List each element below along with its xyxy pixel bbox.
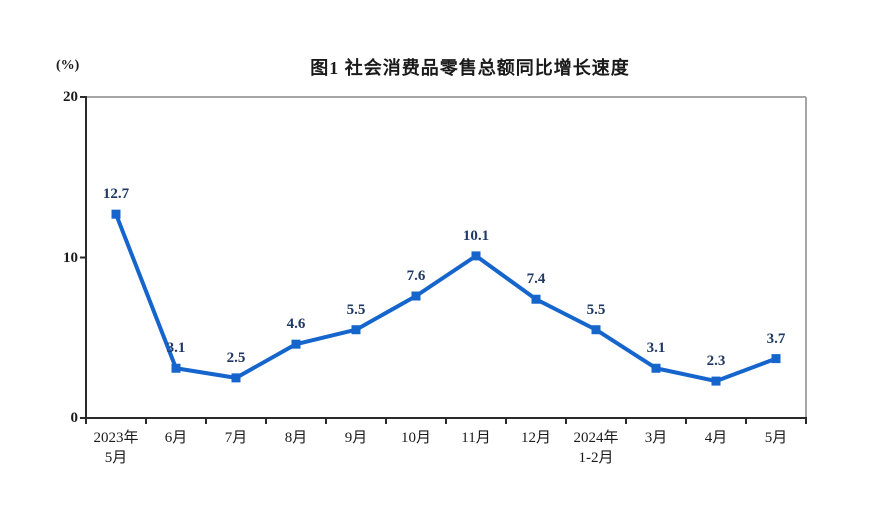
x-axis-category-label: 7月: [224, 430, 248, 446]
chart-title: 图1 社会消费品零售总额同比增长速度: [310, 58, 630, 78]
data-point-marker: [351, 325, 361, 335]
data-point-value-label: 2.5: [226, 349, 246, 366]
data-point-value-label: 3.7: [766, 330, 786, 347]
data-point-marker: [771, 354, 781, 364]
data-point-value-label: 5.5: [346, 301, 366, 318]
data-point-value-label: 12.7: [102, 186, 130, 203]
y-axis-tick-label: 10: [63, 249, 78, 266]
y-axis-unit-label: (%): [56, 58, 80, 73]
data-point-marker: [531, 294, 541, 304]
data-point-marker: [651, 363, 661, 373]
data-point-value-label: 5.5: [586, 301, 606, 318]
x-axis-category-label: 2024年 1-2月: [573, 430, 619, 466]
x-axis-category-label: 10月: [400, 430, 431, 446]
data-point-value-label: 4.6: [286, 316, 306, 333]
data-point-marker: [411, 291, 421, 301]
data-point-marker: [471, 251, 481, 261]
x-axis-category-label: 12月: [520, 430, 551, 446]
x-axis-category-label: 6月: [164, 430, 188, 446]
data-point-marker: [591, 325, 601, 335]
data-point-marker: [111, 209, 121, 219]
data-point-value-label: 2.3: [706, 353, 726, 370]
y-axis-tick-label: 0: [70, 410, 79, 426]
data-point-value-label: 7.4: [526, 271, 546, 288]
data-point-marker: [291, 339, 301, 349]
data-point-marker: [231, 373, 241, 383]
x-axis-category-label: 9月: [344, 430, 368, 446]
x-axis-category-label: 4月: [704, 430, 728, 446]
data-point-marker: [171, 363, 181, 373]
data-point-value-label: 3.1: [646, 340, 666, 357]
data-point-value-label: 10.1: [462, 227, 490, 244]
x-axis-category-label: 3月: [644, 430, 668, 446]
data-point-marker: [711, 376, 721, 386]
data-point-value-label: 7.6: [406, 268, 426, 285]
y-axis-tick-label: 20: [63, 89, 78, 105]
data-point-value-label: 3.1: [166, 340, 186, 357]
x-axis-category-label: 8月: [284, 430, 308, 446]
series-line: [114, 212, 778, 384]
x-axis-category-label: 11月: [461, 430, 491, 446]
x-axis-category-label: 5月: [764, 430, 788, 446]
x-axis-category-label: 2023年 5月: [93, 430, 139, 466]
